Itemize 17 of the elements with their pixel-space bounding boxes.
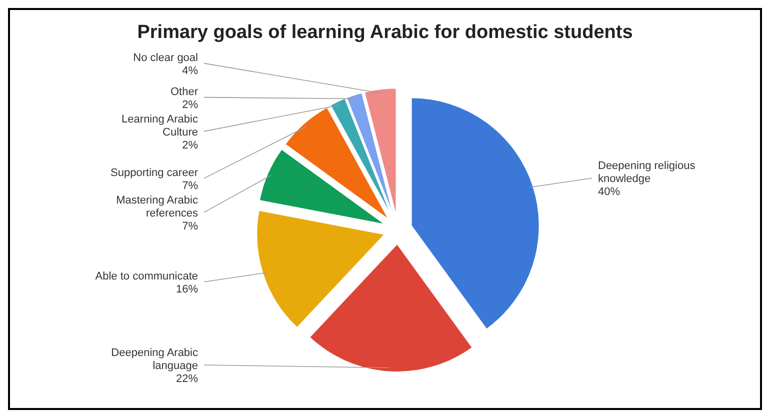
- data-label: 22%: [176, 373, 198, 385]
- data-label: 2%: [182, 98, 198, 111]
- slice-label: Supporting career: [110, 166, 198, 179]
- slice-label: Deepening Arabic language: [111, 347, 198, 372]
- slice-label: Deepening religious knowledge: [598, 160, 696, 186]
- slice-label: Learning Arabic Culture: [122, 113, 198, 138]
- slice-label: No clear goal: [133, 52, 198, 64]
- data-label: 7%: [182, 180, 198, 192]
- data-label: 16%: [176, 283, 198, 296]
- chart-title: Primary goals of learning Arabic for domestic students: [137, 22, 633, 43]
- slice-label: Other: [170, 86, 198, 98]
- slice-label: Able to communicate: [95, 270, 198, 282]
- data-label: 4%: [182, 64, 198, 77]
- data-label: 7%: [182, 220, 198, 232]
- data-label: 2%: [182, 139, 198, 152]
- data-label: 40%: [598, 186, 620, 198]
- slice-label: Mastering Arabic references: [116, 194, 198, 220]
